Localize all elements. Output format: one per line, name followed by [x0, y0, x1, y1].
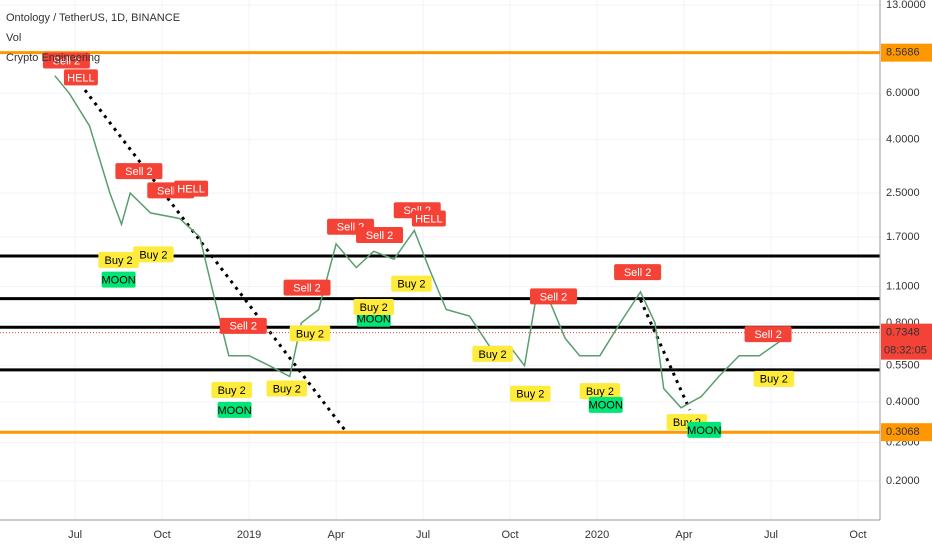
signal-box	[391, 275, 432, 292]
signal-box	[63, 69, 98, 86]
signal-box	[211, 382, 252, 399]
signal-box	[115, 163, 163, 180]
signal-box	[356, 227, 404, 244]
signal-label: Sell 2	[754, 329, 782, 341]
signal-label: Buy 2	[397, 278, 425, 290]
price-line	[54, 75, 781, 409]
x-tick-label: Oct	[154, 529, 171, 541]
signal-box	[217, 401, 252, 418]
signal-label: Buy 2	[296, 328, 324, 340]
y-tick-label: 0.5500	[886, 360, 920, 372]
signal-box	[579, 383, 621, 400]
signal-label: HELL	[415, 213, 443, 225]
price-label-bg	[881, 423, 932, 442]
signal-label: MOON	[217, 405, 251, 417]
signal-box	[98, 251, 139, 268]
signal-label: Sell 2	[293, 283, 321, 295]
y-tick-label: 0.2000	[886, 475, 920, 487]
x-tick-label: Apr	[675, 529, 692, 541]
x-tick-label: Oct	[849, 529, 866, 541]
signal-label: Buy 2	[139, 249, 167, 261]
chart-title: Ontology / TetherUS, 1D, BINANCE	[6, 12, 180, 24]
signal-label: Buy 2	[105, 255, 133, 267]
signal-box	[289, 325, 331, 342]
signal-label: Buy 2	[218, 385, 246, 397]
signal-label: MOON	[101, 275, 135, 287]
x-tick-label: Apr	[327, 529, 344, 541]
signal-label: MOON	[357, 314, 391, 326]
signal-label: Buy 2	[360, 302, 388, 314]
signal-label: Buy 2	[760, 374, 788, 386]
signal-box	[530, 288, 578, 305]
signal-box	[510, 385, 551, 402]
signal-label: Buy 2	[479, 349, 507, 361]
price-label: 8.5686	[886, 47, 920, 59]
signal-box	[353, 299, 394, 316]
x-tick-label: Jul	[68, 529, 82, 541]
signal-label: Buy 2	[586, 386, 614, 398]
signal-box	[411, 210, 446, 227]
signal-label: MOON	[687, 425, 721, 437]
x-tick-label: Jul	[416, 529, 430, 541]
signal-label: Sell 2	[53, 55, 81, 67]
indicator-label: Crypto Engineering	[6, 52, 100, 64]
x-tick-label: Jul	[764, 529, 778, 541]
signal-box	[283, 279, 331, 296]
signal-label: HELL	[67, 72, 95, 84]
countdown: 08:32:05	[884, 345, 927, 357]
signal-box	[101, 271, 136, 288]
signal-box	[42, 52, 90, 69]
y-tick-label: 0.4000	[886, 396, 920, 408]
y-tick-label: 6.0000	[886, 87, 920, 99]
signal-label: Buy 2	[273, 383, 301, 395]
price-label-bg	[881, 43, 932, 62]
signal-box	[588, 396, 623, 413]
x-tick-label: 2020	[585, 529, 609, 541]
signal-box	[174, 180, 209, 197]
signal-box	[219, 317, 267, 334]
signal-label: Buy 2	[516, 389, 544, 401]
last-price: 0.7348	[886, 327, 920, 339]
y-tick-label: 1.7000	[886, 231, 920, 243]
y-tick-label: 2.5000	[886, 187, 920, 199]
x-tick-label: 2019	[237, 529, 261, 541]
signal-label: HELL	[177, 184, 205, 196]
signal-label: Sell 2	[540, 291, 568, 303]
signal-label: Sell 2	[125, 166, 153, 178]
y-tick-label: 1.1000	[886, 281, 920, 293]
y-tick-label: 4.0000	[886, 133, 920, 145]
signal-label: Sell 2	[624, 267, 652, 279]
last-price-bg	[881, 323, 932, 360]
signal-box	[472, 345, 513, 362]
signal-box	[133, 246, 174, 263]
volume-label: Vol	[6, 32, 21, 44]
signal-label: MOON	[589, 400, 623, 412]
signal-label: Sell 2	[230, 321, 258, 333]
price-label: 0.3068	[886, 426, 920, 438]
y-tick-label: 13.0000	[886, 0, 926, 11]
signal-box	[753, 370, 795, 387]
signal-box	[744, 326, 792, 343]
signal-box	[687, 421, 722, 438]
signal-label: Sell 2	[366, 230, 394, 242]
signal-box	[614, 264, 662, 281]
x-tick-label: Oct	[501, 529, 518, 541]
signal-box	[266, 380, 308, 397]
